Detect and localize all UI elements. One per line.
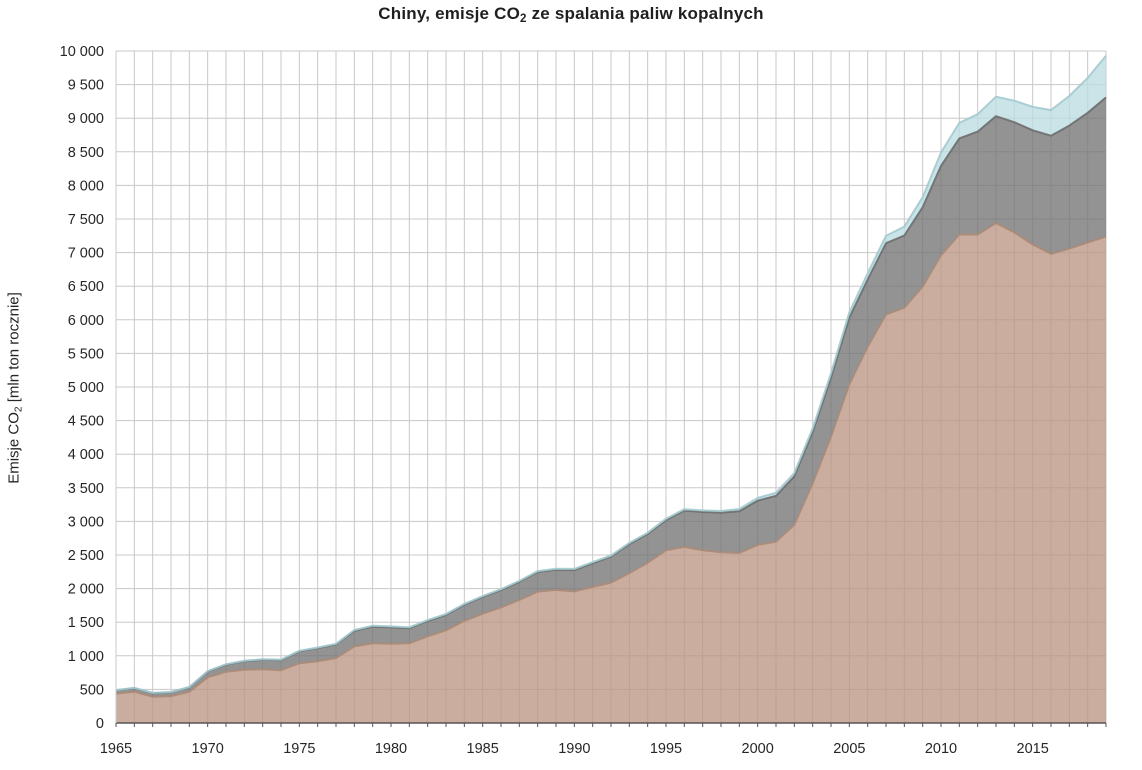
y-tick-label: 3 500: [68, 481, 104, 497]
y-tick-label: 7 500: [68, 212, 104, 228]
y-tick-labels: 0 500 1 000 1 500 2 000 2 500 3 000 3 500 4 000 4…: [60, 44, 104, 732]
y-tick-label: 9 000: [68, 111, 104, 127]
y-tick-label: 0: [96, 716, 104, 732]
area-band-bottom: [116, 223, 1106, 723]
area-band-middle: [116, 97, 1106, 697]
area-band-edges: [115, 55, 1107, 698]
y-tick-label: 4 000: [68, 447, 104, 463]
x-tick-label: 2005: [833, 741, 865, 757]
chart-title: Chiny, emisje CO2 ze spalania paliw kopa…: [0, 4, 1142, 25]
x-tick-label: 2015: [1017, 741, 1049, 757]
area-band-bottom-edge: [115, 222, 1107, 698]
area-band-top-edge: [115, 55, 1107, 694]
y-tick-label: 1 000: [68, 649, 104, 665]
chart-title-suffix: ze spalania paliw kopalnych: [526, 4, 764, 23]
x-tick-label: 1980: [375, 741, 407, 757]
chart-title-prefix: Chiny, emisje CO: [378, 4, 521, 23]
x-tick-label: 1975: [283, 741, 315, 757]
x-tick-labels: 1965 1970 1975 1980 1985 1990 1995 2000 2005 2010…: [100, 741, 1049, 757]
y-tick-label: 500: [80, 682, 104, 698]
y-tick-label: 7 000: [68, 246, 104, 262]
y-tick-label: 2 500: [68, 548, 104, 564]
x-tick-label: 1965: [100, 741, 132, 757]
x-tick-label: 1990: [558, 741, 590, 757]
x-tick-label: 2000: [742, 741, 774, 757]
axes: [115, 51, 1107, 727]
y-tick-label: 2 000: [68, 582, 104, 598]
y-tick-label: 4 500: [68, 414, 104, 430]
x-tick-label: 1995: [650, 741, 682, 757]
y-tick-label: 5 500: [68, 346, 104, 362]
y-tick-label: 1 500: [68, 615, 104, 631]
y-tick-label: 6 500: [68, 279, 104, 295]
x-tick-label: 1985: [467, 741, 499, 757]
chart-title-subscript: 2: [520, 13, 527, 26]
y-tick-label: 3 000: [68, 514, 104, 530]
y-tick-label: 6 000: [68, 313, 104, 329]
x-tick-label: 2010: [925, 741, 957, 757]
y-tick-label: 9 500: [68, 78, 104, 94]
y-tick-label: 8 000: [68, 178, 104, 194]
y-tick-label: 8 500: [68, 145, 104, 161]
x-tick-label: 1970: [192, 741, 224, 757]
y-tick-label: 10 000: [60, 44, 104, 60]
y-tick-label: 5 000: [68, 380, 104, 396]
